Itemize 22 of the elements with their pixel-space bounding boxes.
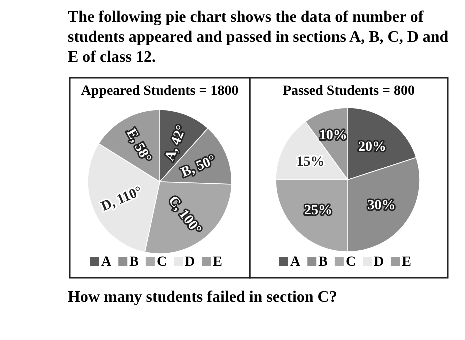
text: How many students failed in section C? — [68, 289, 338, 306]
data-label: 15% — [296, 154, 325, 170]
legend-label: D — [374, 255, 384, 270]
legend-label: C — [156, 255, 168, 270]
legend-label: B — [318, 255, 328, 270]
data-label: 20% — [358, 140, 387, 156]
legend-label: A — [101, 255, 112, 270]
legend-label: E — [213, 255, 223, 270]
legend-label: B — [130, 255, 139, 270]
data-label: D, 110° — [99, 184, 145, 215]
legend-label: D — [185, 255, 196, 270]
chart-title: Passed Students = 800 — [282, 84, 416, 99]
data-label: 25% — [304, 203, 332, 218]
data-label: E, 58° — [123, 126, 154, 166]
chart-title: Appeared Students = 1800 — [81, 84, 239, 99]
text: The following pie chart shows the data of number of students appeared and passed in sections A, B, C, D and E of class 12. — [68, 9, 449, 66]
legend-label: E — [402, 255, 412, 270]
legend-label: A — [290, 255, 302, 270]
legend-label: C — [346, 255, 356, 270]
data-label: C, 100° — [165, 194, 204, 238]
data-label: 30% — [368, 198, 396, 214]
data-label: 10% — [319, 128, 348, 144]
